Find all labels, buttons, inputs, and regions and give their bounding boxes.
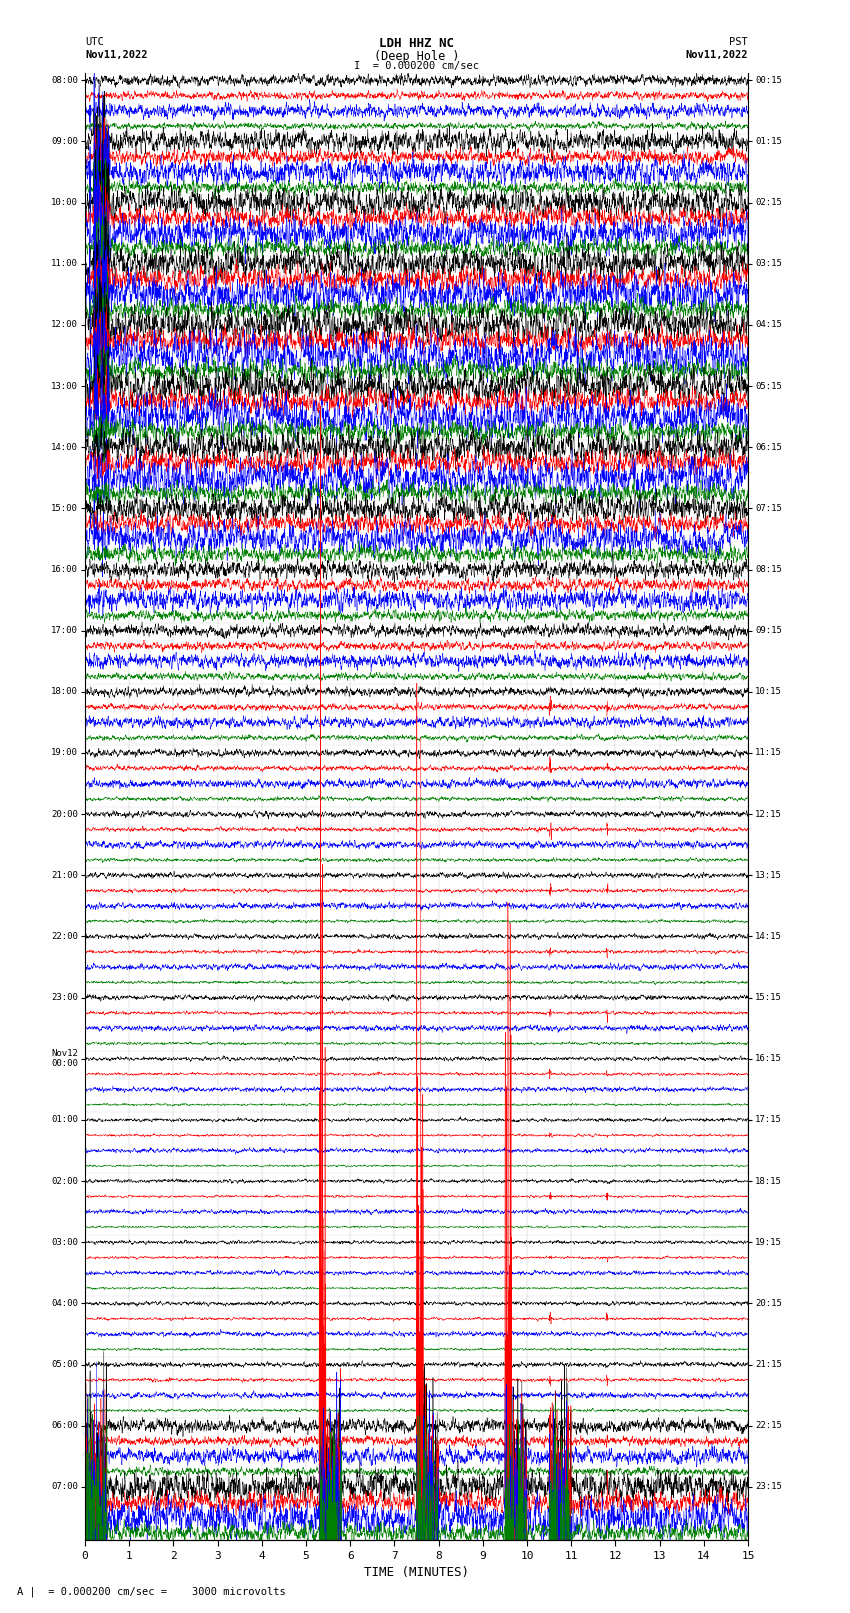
Text: A |  = 0.000200 cm/sec =    3000 microvolts: A | = 0.000200 cm/sec = 3000 microvolts	[17, 1586, 286, 1597]
Text: Nov11,2022: Nov11,2022	[85, 50, 148, 60]
Text: UTC: UTC	[85, 37, 104, 47]
Text: (Deep Hole ): (Deep Hole )	[374, 50, 459, 63]
X-axis label: TIME (MINUTES): TIME (MINUTES)	[364, 1566, 469, 1579]
Text: Nov11,2022: Nov11,2022	[685, 50, 748, 60]
Text: LDH HHZ NC: LDH HHZ NC	[379, 37, 454, 50]
Text: PST: PST	[729, 37, 748, 47]
Text: I  = 0.000200 cm/sec: I = 0.000200 cm/sec	[354, 61, 479, 71]
